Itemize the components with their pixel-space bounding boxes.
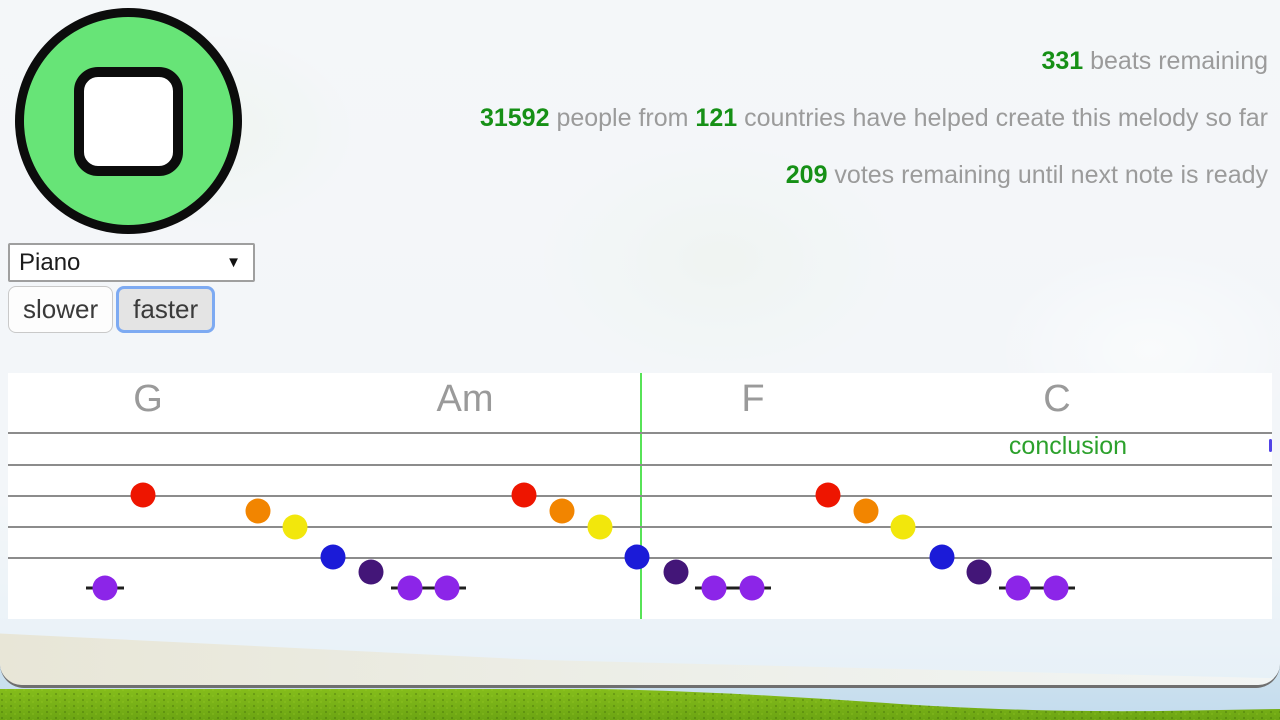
people-count: 31592 [479, 104, 550, 132]
note-yellow [890, 514, 916, 540]
stop-button[interactable] [15, 8, 242, 234]
chevron-down-icon: ▼ [226, 254, 241, 271]
beats-remaining-line: 331 beats remaining [480, 46, 1268, 76]
instrument-selected-value: Piano [19, 248, 81, 276]
note-yellow [587, 514, 613, 540]
note-red [815, 482, 841, 508]
note-red [511, 482, 537, 508]
note-indigo [358, 559, 384, 585]
staff-line [8, 526, 1272, 528]
note-blue [624, 544, 650, 570]
note-purple [92, 575, 118, 601]
countries-label: countries have helped create this melody… [737, 104, 1268, 132]
staff-line [8, 464, 1272, 466]
beats-remaining-value: 331 [1041, 47, 1084, 75]
chord-label-c: C [1043, 378, 1071, 420]
note-blue [929, 544, 955, 570]
note-purple [701, 575, 727, 601]
chord-label-f: F [741, 378, 765, 420]
people-mid-label: people from [549, 104, 696, 132]
note-purple [1005, 575, 1031, 601]
note-indigo [663, 559, 689, 585]
note-purple [397, 575, 423, 601]
slower-button[interactable]: slower [8, 286, 114, 333]
note-yellow [282, 514, 308, 540]
chord-label-g: G [133, 378, 163, 420]
note-purple [1043, 575, 1069, 601]
votes-remaining-line: 209 votes remaining until next note is r… [480, 160, 1268, 190]
instrument-select[interactable]: Piano ▼ [8, 243, 255, 282]
note-orange [549, 498, 575, 524]
hill-background [0, 633, 1280, 685]
note-indigo [966, 559, 992, 585]
chord-label-am: Am [436, 378, 494, 420]
stats-panel: 331 beats remaining 31592 people from 12… [480, 46, 1268, 217]
note-blue [320, 544, 346, 570]
faster-button[interactable]: faster [116, 286, 216, 333]
note-purple [739, 575, 765, 601]
stop-icon [74, 66, 183, 176]
grass-background [0, 689, 1280, 720]
note-orange [245, 498, 271, 524]
tempo-controls: slower faster [8, 286, 216, 333]
participants-line: 31592 people from 121 countries have hel… [480, 103, 1268, 133]
staff-panel: conclusion G Am F C [8, 373, 1272, 619]
note-orange [853, 498, 879, 524]
votes-remaining-value: 209 [785, 161, 828, 189]
beats-remaining-label: beats remaining [1083, 47, 1268, 75]
staff-line [8, 432, 1272, 434]
partial-note-marker [1269, 439, 1272, 452]
staff-line [8, 495, 1272, 497]
note-purple [434, 575, 460, 601]
countries-count: 121 [695, 104, 738, 132]
votes-remaining-label: votes remaining until next note is ready [827, 161, 1268, 189]
note-red [130, 482, 156, 508]
section-label: conclusion [1008, 432, 1128, 460]
